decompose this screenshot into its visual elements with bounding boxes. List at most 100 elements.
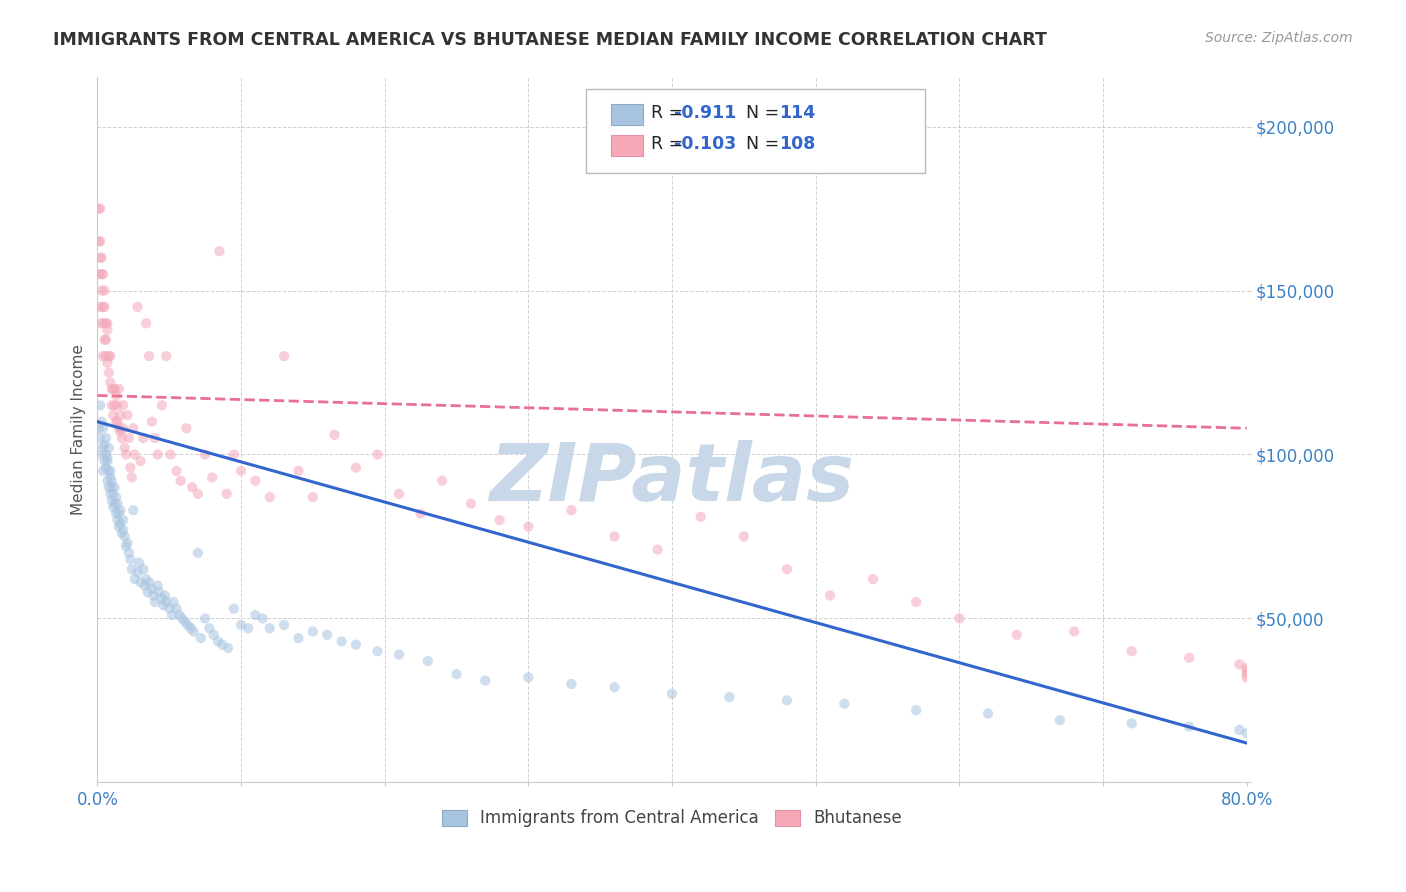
- Point: [96, 316, 118, 330]
- Point: [98, 349, 121, 363]
- Point: [259, 490, 281, 504]
- Point: [1236, 670, 1258, 684]
- Point: [93, 454, 115, 468]
- Point: [101, 500, 124, 514]
- Point: [252, 611, 274, 625]
- Point: [101, 487, 124, 501]
- Point: [129, 575, 152, 590]
- Text: -0.103: -0.103: [675, 136, 737, 153]
- Point: [194, 448, 217, 462]
- Point: [89, 431, 111, 445]
- Point: [273, 349, 295, 363]
- Point: [122, 503, 145, 517]
- Point: [107, 513, 129, 527]
- Point: [180, 621, 202, 635]
- Point: [245, 474, 267, 488]
- Point: [90, 267, 112, 281]
- Point: [87, 202, 110, 216]
- Point: [98, 487, 121, 501]
- Point: [162, 595, 184, 609]
- Point: [115, 539, 138, 553]
- Point: [89, 251, 111, 265]
- Point: [488, 513, 510, 527]
- Point: [198, 621, 221, 635]
- Text: N =: N =: [735, 104, 785, 122]
- Point: [108, 421, 131, 435]
- FancyBboxPatch shape: [612, 104, 644, 126]
- Point: [91, 421, 114, 435]
- Point: [100, 398, 122, 412]
- Point: [446, 667, 468, 681]
- Point: [190, 631, 212, 645]
- Point: [94, 349, 117, 363]
- Point: [834, 697, 856, 711]
- Point: [108, 507, 131, 521]
- Point: [96, 323, 118, 337]
- Point: [104, 497, 127, 511]
- Point: [120, 460, 142, 475]
- Point: [977, 706, 1000, 721]
- Point: [302, 490, 325, 504]
- Point: [1236, 660, 1258, 674]
- Point: [150, 591, 173, 606]
- Point: [98, 464, 121, 478]
- Point: [138, 349, 160, 363]
- Point: [97, 349, 120, 363]
- Text: -0.911: -0.911: [675, 104, 737, 122]
- Point: [115, 448, 138, 462]
- Point: [1236, 726, 1258, 740]
- Point: [517, 519, 540, 533]
- Point: [148, 585, 170, 599]
- Point: [107, 398, 129, 412]
- Point: [118, 546, 141, 560]
- Point: [603, 529, 626, 543]
- Point: [146, 579, 169, 593]
- Point: [105, 490, 128, 504]
- Point: [97, 366, 120, 380]
- Point: [97, 480, 120, 494]
- Text: ZIPatlas: ZIPatlas: [489, 441, 855, 518]
- Point: [160, 608, 183, 623]
- Point: [238, 621, 260, 635]
- Point: [194, 611, 217, 625]
- Point: [287, 464, 309, 478]
- Point: [211, 638, 233, 652]
- Point: [96, 356, 118, 370]
- Point: [302, 624, 325, 639]
- Point: [905, 703, 928, 717]
- Point: [90, 415, 112, 429]
- Point: [136, 585, 159, 599]
- FancyBboxPatch shape: [586, 89, 925, 173]
- Point: [661, 687, 683, 701]
- Point: [124, 448, 146, 462]
- Point: [316, 628, 339, 642]
- Point: [110, 425, 132, 439]
- Point: [104, 398, 127, 412]
- Point: [718, 690, 741, 705]
- Point: [96, 474, 118, 488]
- Point: [122, 421, 145, 435]
- Point: [344, 638, 367, 652]
- Point: [104, 382, 127, 396]
- Point: [1229, 723, 1251, 737]
- Point: [208, 244, 231, 259]
- Point: [124, 572, 146, 586]
- Point: [94, 431, 117, 445]
- Point: [152, 599, 174, 613]
- Text: 108: 108: [779, 136, 815, 153]
- Point: [117, 408, 139, 422]
- Point: [135, 316, 157, 330]
- Point: [98, 470, 121, 484]
- Point: [733, 529, 755, 543]
- Point: [776, 562, 799, 576]
- Y-axis label: Median Family Income: Median Family Income: [72, 344, 86, 516]
- Point: [134, 579, 156, 593]
- Point: [120, 552, 142, 566]
- Point: [111, 526, 134, 541]
- Text: 114: 114: [779, 104, 815, 122]
- Point: [90, 448, 112, 462]
- Point: [430, 474, 453, 488]
- Point: [101, 382, 124, 396]
- Point: [129, 454, 152, 468]
- Point: [176, 421, 198, 435]
